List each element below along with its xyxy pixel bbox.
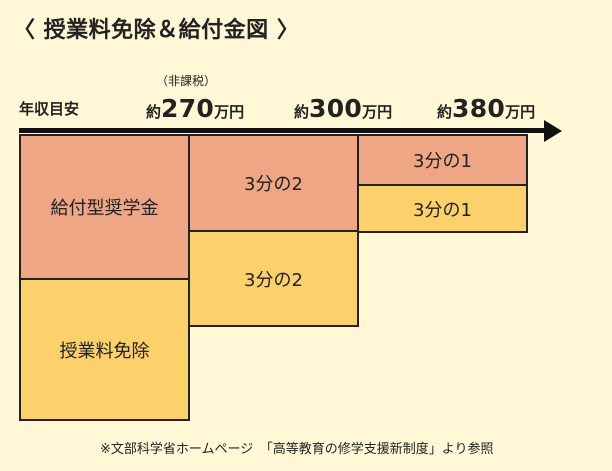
income-prefix: 約 [146, 103, 162, 121]
tuition-full-block: 授業料免除 [19, 278, 190, 421]
income-amount: 380 [452, 94, 506, 123]
income-prefix: 約 [294, 103, 310, 121]
scholarship-one-third-label: 3分の1 [413, 151, 472, 172]
income-amount: 300 [309, 94, 363, 123]
tuition-two-thirds-block: 3分の2 [188, 230, 359, 327]
page-title: 〈 授業料免除＆給付金図 〉 [13, 18, 300, 43]
annual-income-label: 年収目安 [19, 100, 80, 118]
income-unit: 万円 [214, 103, 245, 121]
income-unit: 万円 [362, 103, 393, 121]
tuition-one-third-block: 3分の1 [357, 184, 528, 233]
income-level-300: 約300万円 [294, 94, 392, 123]
tuition-two-thirds-label: 3分の2 [244, 269, 303, 291]
income-axis-line [19, 128, 549, 133]
tuition-one-third-label: 3分の1 [413, 199, 472, 221]
scholarship-two-thirds-block: 3分の2 [188, 134, 359, 232]
income-level-270: 約270万円 [146, 94, 244, 123]
scholarship-two-thirds-label: 3分の2 [244, 174, 303, 195]
scholarship-full-label: 給付型奨学金 [50, 198, 159, 219]
income-axis-arrow-icon [544, 120, 562, 142]
income-amount: 270 [161, 94, 215, 123]
scholarship-full-block: 給付型奨学金 [19, 134, 190, 280]
income-prefix: 約 [437, 103, 453, 121]
source-note: ※文部科学省ホームページ 「高等教育の修学支援新制度」より参照 [100, 442, 494, 457]
non-taxable-note: （非課税） [156, 74, 217, 88]
income-unit: 万円 [505, 103, 536, 121]
scholarship-one-third-block: 3分の1 [357, 134, 528, 186]
tuition-full-label: 授業料免除 [59, 340, 150, 362]
income-level-380: 約380万円 [437, 94, 535, 123]
